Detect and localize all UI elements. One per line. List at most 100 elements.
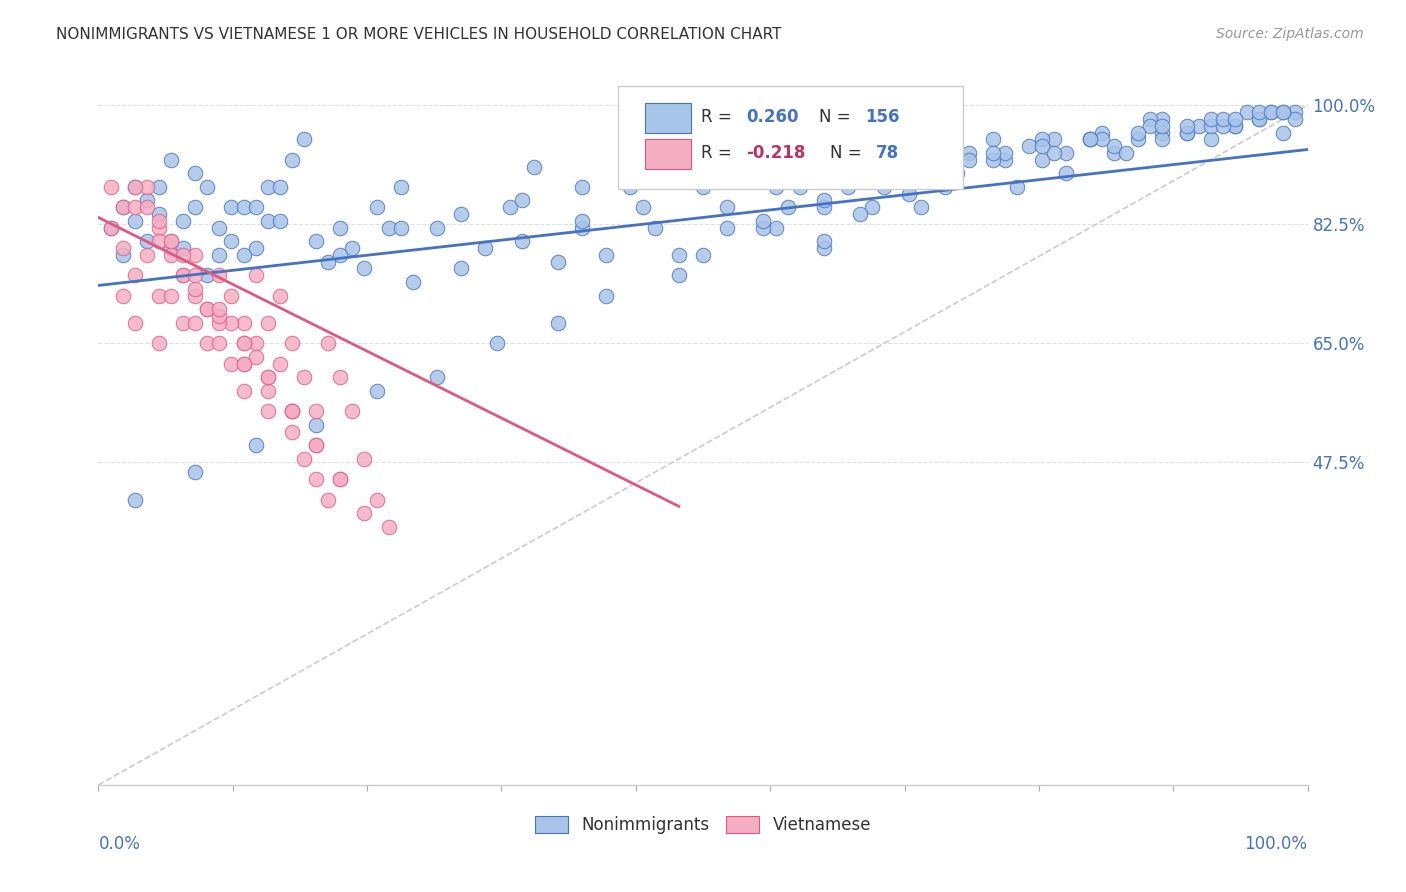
Point bbox=[353, 261, 375, 276]
Point bbox=[619, 180, 641, 194]
Point bbox=[195, 268, 218, 283]
Point bbox=[994, 153, 1017, 167]
FancyBboxPatch shape bbox=[645, 139, 690, 169]
Point bbox=[668, 248, 690, 262]
Point bbox=[402, 275, 425, 289]
FancyBboxPatch shape bbox=[619, 86, 963, 189]
Point bbox=[148, 214, 170, 228]
Point bbox=[1091, 126, 1114, 140]
Point bbox=[256, 316, 278, 330]
Point bbox=[1284, 112, 1306, 126]
Point bbox=[1212, 112, 1234, 126]
Point bbox=[486, 336, 509, 351]
Point bbox=[232, 200, 254, 214]
Point bbox=[245, 268, 267, 283]
Point bbox=[377, 220, 399, 235]
Point bbox=[981, 132, 1004, 146]
Point bbox=[184, 282, 207, 296]
Point bbox=[1175, 126, 1198, 140]
Point bbox=[1272, 126, 1295, 140]
Point bbox=[148, 288, 170, 302]
Point bbox=[498, 200, 520, 214]
Point bbox=[1223, 119, 1246, 133]
Point bbox=[195, 180, 218, 194]
Point bbox=[342, 404, 364, 418]
Point bbox=[813, 241, 835, 255]
Point bbox=[1199, 132, 1222, 146]
Point bbox=[946, 166, 969, 180]
Point bbox=[1054, 166, 1077, 180]
Point bbox=[1236, 105, 1258, 120]
Point bbox=[184, 288, 207, 302]
Text: NONIMMIGRANTS VS VIETNAMESE 1 OR MORE VEHICLES IN HOUSEHOLD CORRELATION CHART: NONIMMIGRANTS VS VIETNAMESE 1 OR MORE VE… bbox=[56, 27, 782, 42]
Point bbox=[1249, 112, 1271, 126]
Point bbox=[1175, 119, 1198, 133]
Point bbox=[281, 404, 304, 418]
Point bbox=[934, 166, 956, 180]
Point bbox=[1223, 112, 1246, 126]
Point bbox=[1284, 105, 1306, 120]
Point bbox=[172, 241, 194, 255]
Point bbox=[208, 309, 231, 323]
Point bbox=[1007, 180, 1029, 194]
Point bbox=[1249, 112, 1271, 126]
Point bbox=[1054, 145, 1077, 160]
Point bbox=[305, 417, 328, 432]
Point bbox=[245, 200, 267, 214]
Point bbox=[789, 180, 811, 194]
Point bbox=[1078, 132, 1101, 146]
Point bbox=[269, 357, 291, 371]
Point bbox=[813, 234, 835, 248]
Point bbox=[692, 248, 714, 262]
Point bbox=[256, 214, 278, 228]
Text: -0.218: -0.218 bbox=[747, 145, 806, 162]
Point bbox=[1115, 145, 1137, 160]
Point bbox=[547, 254, 569, 268]
Point bbox=[1152, 119, 1174, 133]
Point bbox=[910, 153, 932, 167]
Text: 156: 156 bbox=[865, 108, 900, 126]
Point bbox=[245, 350, 267, 364]
Point bbox=[100, 220, 122, 235]
Point bbox=[172, 316, 194, 330]
Point bbox=[305, 438, 328, 452]
Point bbox=[135, 194, 157, 208]
Point bbox=[1223, 119, 1246, 133]
Point bbox=[1139, 119, 1161, 133]
Point bbox=[377, 519, 399, 533]
Point bbox=[221, 200, 243, 214]
Point bbox=[281, 404, 304, 418]
Point bbox=[208, 302, 231, 317]
Point bbox=[1018, 139, 1040, 153]
Point bbox=[124, 316, 146, 330]
Point bbox=[1175, 126, 1198, 140]
Point bbox=[329, 472, 352, 486]
Point bbox=[111, 200, 134, 214]
Point bbox=[160, 153, 183, 167]
FancyBboxPatch shape bbox=[645, 103, 690, 134]
Point bbox=[316, 492, 339, 507]
Point bbox=[426, 370, 449, 384]
Text: 0.0%: 0.0% bbox=[98, 835, 141, 853]
Point bbox=[981, 153, 1004, 167]
Point bbox=[111, 288, 134, 302]
Point bbox=[1102, 145, 1125, 160]
Point bbox=[329, 370, 352, 384]
Point bbox=[281, 336, 304, 351]
Point bbox=[172, 268, 194, 283]
Point bbox=[256, 370, 278, 384]
Point bbox=[886, 166, 908, 180]
Point bbox=[184, 466, 207, 480]
Point bbox=[1272, 105, 1295, 120]
Point bbox=[160, 234, 183, 248]
Point bbox=[1199, 112, 1222, 126]
Point bbox=[571, 180, 593, 194]
Point bbox=[232, 357, 254, 371]
Point bbox=[124, 200, 146, 214]
Point bbox=[1152, 132, 1174, 146]
Point bbox=[692, 180, 714, 194]
Point bbox=[813, 194, 835, 208]
Point bbox=[934, 180, 956, 194]
Point bbox=[776, 200, 799, 214]
Point bbox=[1139, 112, 1161, 126]
